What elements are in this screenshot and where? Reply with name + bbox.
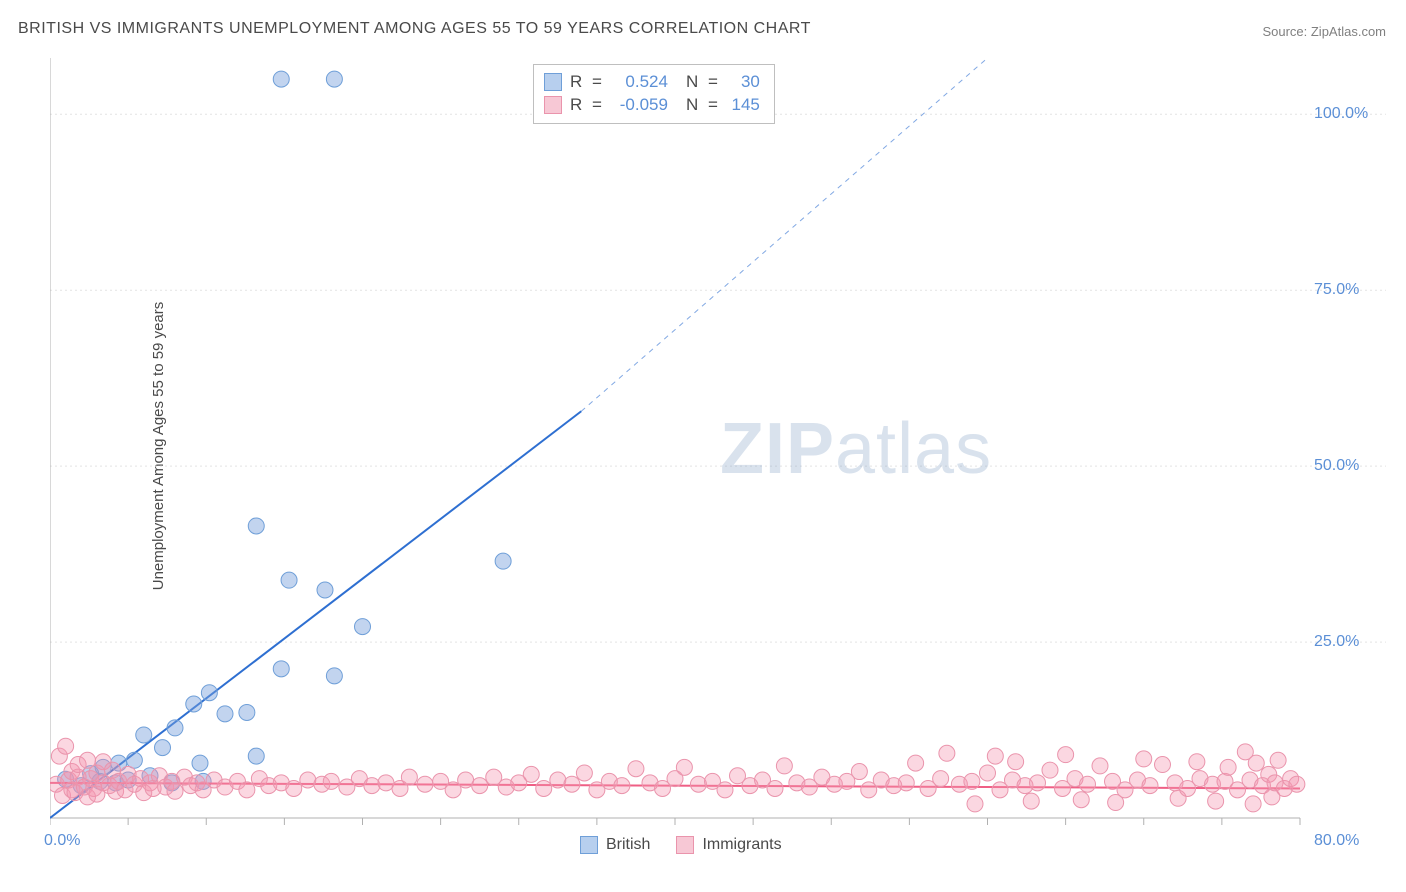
stat-r-value: 0.524	[610, 71, 668, 94]
legend-swatch-icon	[544, 73, 562, 91]
stat-r-label: R	[570, 94, 584, 117]
x-tick-max-label: 80.0%	[1314, 832, 1359, 850]
legend-label: Immigrants	[702, 836, 781, 854]
stat-n-value: 30	[726, 71, 760, 94]
stat-n-value: 145	[726, 94, 760, 117]
bottom-legend: British Immigrants	[580, 836, 782, 854]
stat-eq: =	[708, 71, 718, 94]
stat-r-label: R	[570, 71, 584, 94]
stat-eq: =	[592, 71, 602, 94]
legend-label: British	[606, 836, 650, 854]
stat-n-label: N	[686, 94, 700, 117]
stats-row: R = -0.059 N = 145	[544, 94, 760, 117]
y-tick-label: 100.0%	[1314, 105, 1368, 123]
chart-area: ZIPatlas R=0.524N=30R=-0.059N=145 Britis…	[50, 58, 1386, 862]
y-tick-label: 50.0%	[1314, 457, 1359, 475]
stat-n-label: N	[686, 71, 700, 94]
legend-item: Immigrants	[676, 836, 781, 854]
y-tick-label: 75.0%	[1314, 281, 1359, 299]
stat-eq: =	[592, 94, 602, 117]
legend-swatch-icon	[544, 96, 562, 114]
legend-swatch-icon	[676, 836, 694, 854]
source-label: Source: ZipAtlas.com	[1262, 24, 1386, 39]
stats-row: R = 0.524 N = 30	[544, 71, 760, 94]
stat-eq: =	[708, 94, 718, 117]
stats-box: R = 0.524 N = 30 R = -0.059 N = 145	[533, 64, 775, 124]
y-tick-label: 25.0%	[1314, 633, 1359, 651]
chart-title: BRITISH VS IMMIGRANTS UNEMPLOYMENT AMONG…	[18, 20, 811, 38]
scatter-plot-svg	[50, 58, 1386, 862]
stat-r-value: -0.059	[610, 94, 668, 117]
x-tick-min-label: 0.0%	[44, 832, 80, 850]
legend-item: British	[580, 836, 650, 854]
legend-swatch-icon	[580, 836, 598, 854]
